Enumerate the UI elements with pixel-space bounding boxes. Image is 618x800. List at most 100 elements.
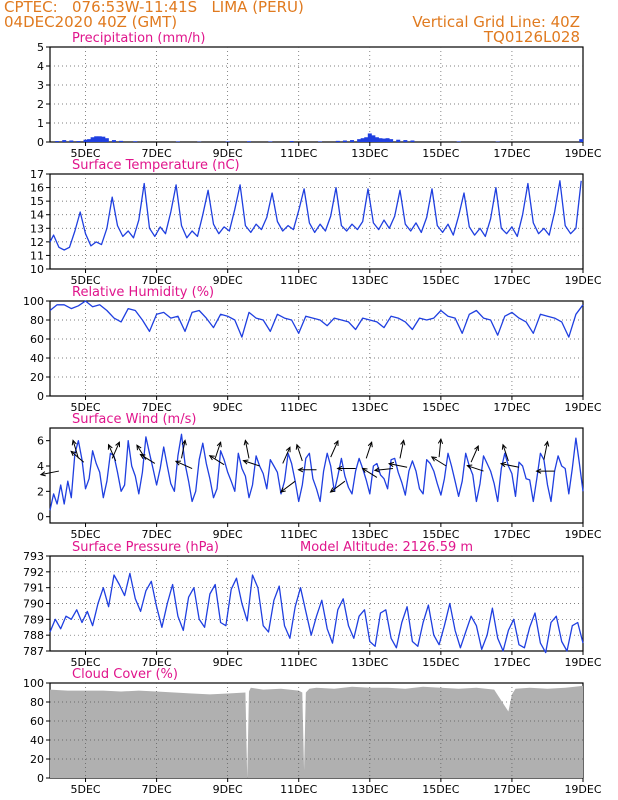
pres-title: Surface Pressure (hPa) (72, 540, 219, 555)
y-tick-label: 0 (37, 390, 44, 403)
x-tick-label: 5DEC (70, 147, 100, 160)
wind-vector-head (430, 456, 437, 462)
precip-bar (382, 138, 387, 142)
wind-vector (399, 440, 405, 459)
precip-bar (87, 139, 92, 142)
cloud-area (50, 685, 583, 778)
wind-vector-head (400, 439, 406, 446)
x-tick-label: 15DEC (422, 274, 459, 287)
y-tick-label: 80 (30, 314, 44, 327)
y-tick-label: 11 (30, 249, 44, 262)
x-tick-label: 15DEC (422, 783, 459, 796)
y-tick-label: 3 (37, 79, 44, 92)
header-code: TQ0126L028 (483, 28, 580, 46)
x-tick-label: 19DEC (564, 783, 601, 796)
precip-bar (225, 141, 230, 142)
wind-vector-head (285, 446, 291, 453)
wind-vector-head (535, 468, 542, 474)
precip-bar (389, 139, 394, 142)
precip-bar (289, 141, 294, 142)
wind-vector-head (387, 461, 395, 468)
rh-frame (49, 300, 584, 397)
precip-bar (364, 137, 369, 142)
x-tick-label: 5DEC (70, 274, 100, 287)
pres-line (49, 572, 584, 654)
wind-vector (374, 468, 393, 471)
precip-bar (396, 139, 401, 142)
rh-title: Relative Humidity (%) (72, 285, 214, 300)
wind-vector-head (71, 439, 77, 446)
precip-bar (410, 140, 415, 142)
wind-vector-head (329, 487, 336, 493)
wind-vector (296, 444, 303, 462)
precip-bar (111, 140, 116, 142)
precip-bar (94, 136, 99, 142)
y-tick-label: 13 (30, 222, 44, 235)
x-tick-label: 11DEC (280, 401, 317, 414)
wind-vector-head (544, 440, 550, 447)
y-tick-label: 10 (30, 263, 44, 276)
y-tick-label: 4 (37, 60, 44, 73)
precip-bar (246, 141, 251, 142)
precip-bar (371, 135, 376, 142)
precip-bar (360, 138, 365, 142)
y-tick-label: 15 (30, 195, 44, 208)
y-tick-label: 6 (37, 435, 44, 448)
x-tick-label: 13DEC (351, 147, 388, 160)
header-date: 04DEC2020 40Z (GMT) (4, 13, 178, 31)
precip-bar (403, 140, 408, 142)
x-tick-label: 11DEC (280, 274, 317, 287)
wind-vector (244, 440, 250, 459)
wind-vector-head (216, 441, 222, 448)
x-tick-label: 17DEC (493, 656, 530, 669)
precip-bar (133, 141, 138, 142)
y-tick-label: 20 (30, 753, 44, 766)
temp-frame (49, 173, 584, 270)
wind-vector (330, 440, 339, 458)
wind-vector-head (437, 437, 444, 445)
precip-bar (350, 140, 355, 142)
wind-vector-head (208, 455, 215, 461)
wind-vector-head (373, 467, 380, 473)
x-tick-label: 17DEC (493, 401, 530, 414)
wind-vector (467, 465, 484, 472)
x-tick-label: 9DEC (213, 274, 243, 287)
x-tick-label: 17DEC (493, 783, 530, 796)
precip-bar (367, 133, 372, 142)
wind-vector (243, 460, 260, 467)
y-tick-label: 100 (23, 677, 44, 690)
wind-vector-head (279, 487, 286, 493)
wind-vector (40, 470, 59, 476)
y-tick-label: 0 (37, 511, 44, 524)
precip-frame (49, 46, 584, 143)
wind-vector-head (39, 471, 46, 477)
header-station: CPTEC: 076:53W-11:41S LIMA (PERU) (4, 0, 304, 16)
x-tick-label: 19DEC (564, 656, 601, 669)
x-tick-label: 15DEC (422, 656, 459, 669)
x-tick-label: 19DEC (564, 147, 601, 160)
wind-vector-head (466, 464, 473, 470)
cloud-title: Cloud Cover (%) (72, 667, 178, 682)
x-tick-label: 7DEC (142, 274, 172, 287)
wind-vector-head (295, 443, 301, 450)
x-tick-label: 11DEC (280, 147, 317, 160)
precip-bar (456, 141, 461, 142)
precip-bar (357, 139, 362, 142)
precip-bar (374, 137, 379, 142)
wind-vector (543, 441, 549, 460)
precip-bar (69, 140, 74, 142)
precip-bar (83, 139, 88, 142)
x-tick-label: 13DEC (351, 528, 388, 541)
precip-title: Precipitation (mm/h) (72, 31, 205, 46)
wind-vector (330, 480, 346, 493)
wind-vector-head (333, 439, 339, 446)
y-tick-label: 787 (23, 645, 44, 658)
x-tick-label: 11DEC (280, 783, 317, 796)
wind-vector (389, 463, 408, 468)
y-tick-label: 0 (37, 772, 44, 785)
y-tick-label: 40 (30, 352, 44, 365)
wind-vector (470, 445, 479, 463)
x-tick-label: 15DEC (422, 147, 459, 160)
x-tick-label: 15DEC (422, 528, 459, 541)
